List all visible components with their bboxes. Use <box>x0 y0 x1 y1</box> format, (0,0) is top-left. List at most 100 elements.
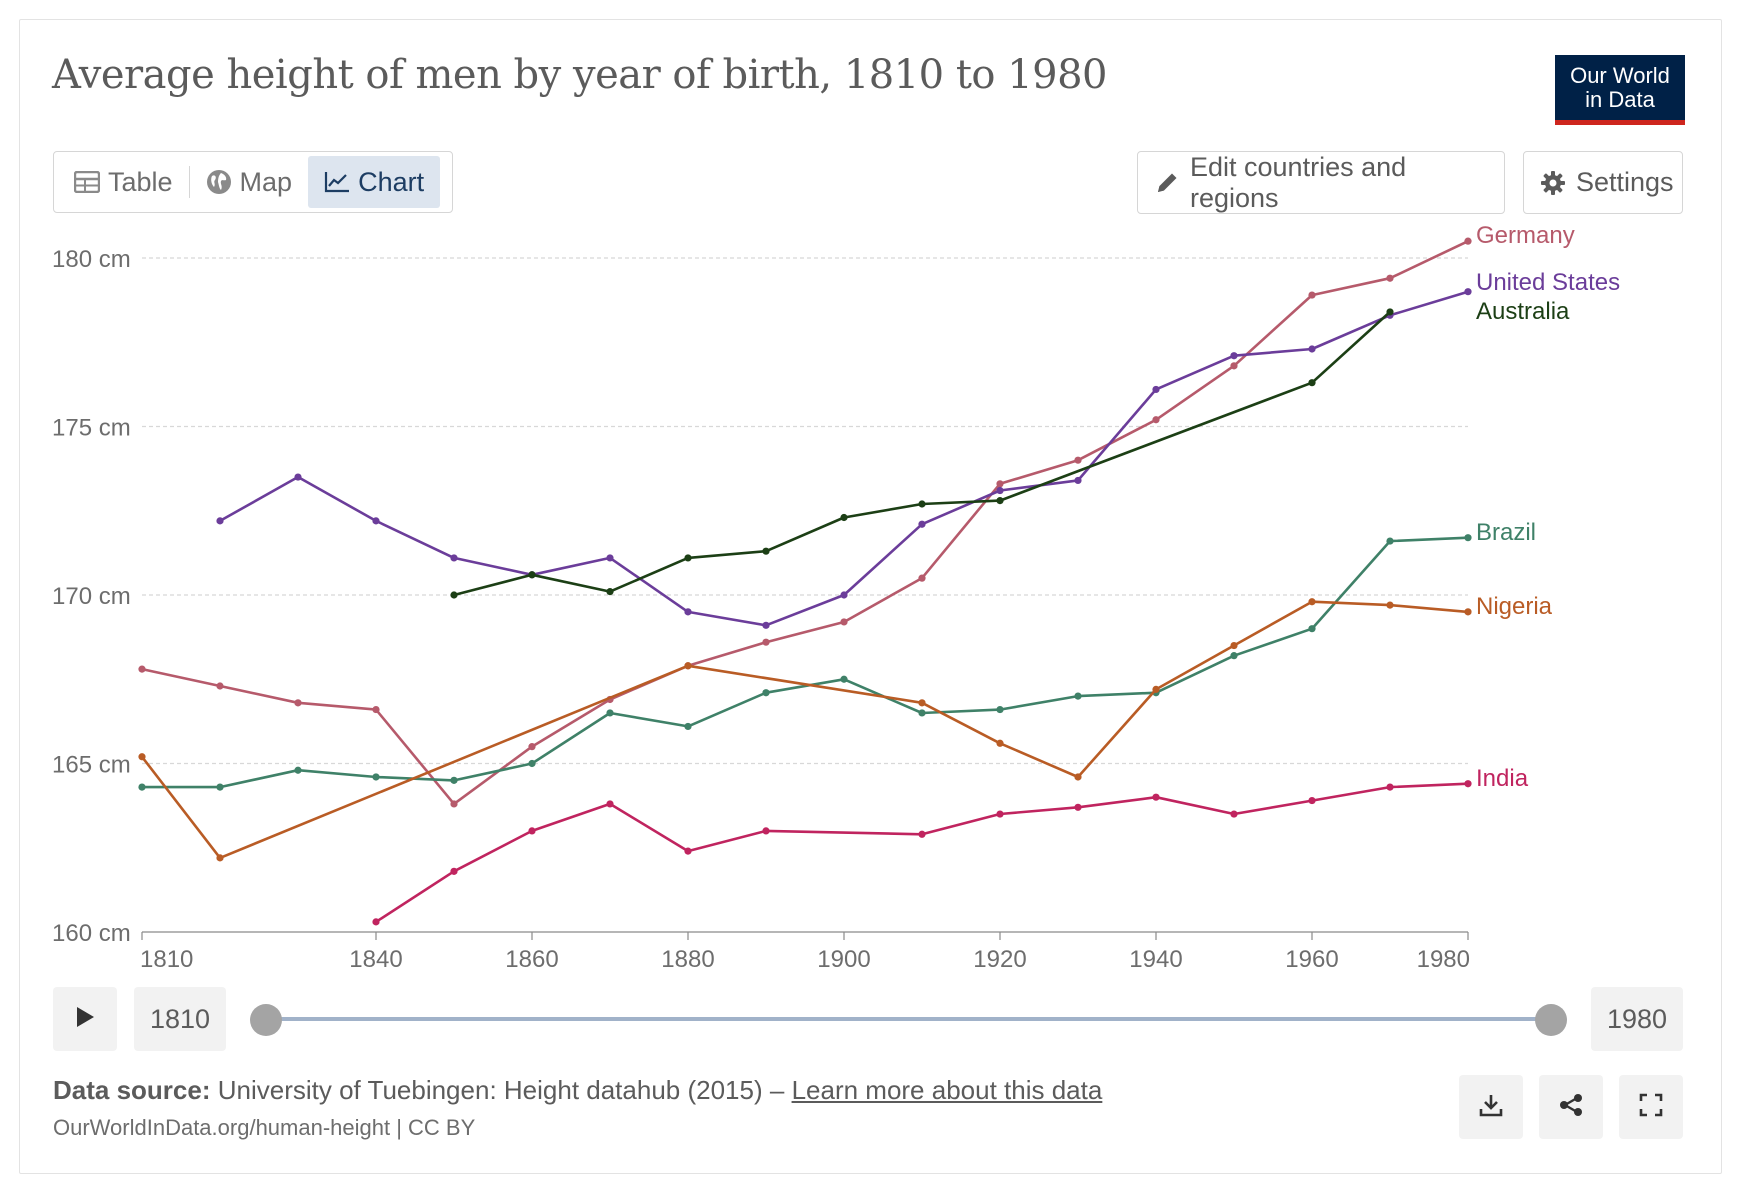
data-point <box>216 854 224 862</box>
series-line <box>453 310 1391 597</box>
data-point <box>918 699 926 707</box>
data-source: Data source: University of Tuebingen: He… <box>53 1075 1102 1106</box>
timeline-end-year[interactable]: 1980 <box>1591 987 1683 1051</box>
logo-line-2: in Data <box>1585 86 1655 112</box>
y-tick-label: 175 cm <box>52 415 131 442</box>
data-point <box>528 743 536 751</box>
source-url[interactable]: OurWorldInData.org/human-height | CC BY <box>53 1115 476 1140</box>
y-tick-label: 170 cm <box>52 583 131 610</box>
series-label: Germany <box>1476 222 1575 249</box>
tab-table-label: Table <box>108 166 173 197</box>
tab-map-label: Map <box>239 166 293 197</box>
data-point <box>1074 476 1082 485</box>
data-point <box>372 517 380 525</box>
table-icon <box>74 171 100 193</box>
tab-chart[interactable]: Chart <box>308 156 441 208</box>
series-label: Brazil <box>1476 519 1536 546</box>
data-point <box>372 773 380 781</box>
play-button[interactable] <box>53 987 117 1051</box>
settings-button[interactable]: Settings <box>1523 151 1683 214</box>
fullscreen-icon <box>1639 1093 1663 1122</box>
data-point <box>996 486 1004 495</box>
edit-countries-button[interactable]: Edit countries and regions <box>1137 151 1505 214</box>
x-tick-label: 1900 <box>817 946 870 970</box>
data-point <box>1230 652 1238 660</box>
x-tick-label: 1940 <box>1129 946 1182 970</box>
data-point <box>450 554 458 562</box>
data-point <box>1230 810 1238 818</box>
data-point <box>294 473 302 481</box>
y-tick-label: 180 cm <box>52 246 131 273</box>
series-line <box>219 290 1469 627</box>
data-point <box>1308 291 1316 299</box>
settings-label: Settings <box>1576 167 1674 197</box>
timeline-track[interactable] <box>266 1017 1550 1021</box>
download-button[interactable] <box>1459 1075 1523 1139</box>
data-point <box>528 759 536 768</box>
data-point <box>762 621 770 629</box>
x-tick-label: 1840 <box>349 946 402 970</box>
data-point <box>372 918 380 926</box>
data-point <box>918 574 926 582</box>
data-point <box>1308 625 1316 633</box>
data-point <box>1152 385 1160 394</box>
data-point <box>840 675 848 683</box>
tab-table[interactable]: Table <box>58 156 189 208</box>
data-point <box>684 847 692 855</box>
data-point <box>1386 274 1394 282</box>
data-point <box>1230 352 1238 360</box>
share-icon <box>1558 1092 1584 1123</box>
tab-map[interactable]: Map <box>190 156 309 208</box>
data-point <box>1230 362 1238 370</box>
y-axis: 160 cm 165 cm 170 cm 175 cm 180 cm <box>52 246 131 947</box>
data-point <box>996 480 1004 488</box>
learn-more-link[interactable]: Learn more about this data <box>791 1075 1103 1105</box>
data-point <box>294 766 302 774</box>
data-point <box>1464 780 1472 788</box>
data-point <box>1308 379 1316 387</box>
data-point <box>606 588 614 596</box>
share-button[interactable] <box>1539 1075 1603 1139</box>
data-point <box>1386 537 1394 545</box>
timeline-start-year[interactable]: 1810 <box>134 987 226 1051</box>
data-source-text: University of Tuebingen: Height datahub … <box>217 1075 785 1105</box>
fullscreen-button[interactable] <box>1619 1075 1683 1139</box>
data-point <box>762 547 770 555</box>
data-point <box>216 783 224 791</box>
gear-icon <box>1540 170 1566 196</box>
data-source-label: Data source: <box>53 1075 211 1105</box>
data-point <box>294 699 302 707</box>
data-point <box>216 682 224 690</box>
data-point <box>528 827 536 835</box>
y-tick-label: 165 cm <box>52 752 131 779</box>
data-point <box>762 827 770 835</box>
series-line <box>375 782 1469 923</box>
data-point <box>1464 608 1472 616</box>
data-point <box>996 739 1004 747</box>
x-tick-label: 1980 <box>1417 946 1470 970</box>
data-point <box>606 554 614 562</box>
tab-chart-label: Chart <box>358 166 425 197</box>
pencil-icon <box>1154 170 1180 196</box>
owid-logo[interactable]: Our World in Data <box>1555 55 1685 125</box>
data-point <box>1152 685 1160 693</box>
data-point <box>684 554 692 562</box>
data-point <box>1074 773 1082 781</box>
data-point <box>1074 456 1082 464</box>
timeline-end-handle[interactable] <box>1535 1004 1567 1036</box>
x-tick-label: 1920 <box>973 946 1026 970</box>
chart-title: Average height of men by year of birth, … <box>52 52 1108 98</box>
tab-divider <box>188 166 190 198</box>
data-point <box>1386 308 1394 316</box>
series-line <box>141 240 1469 806</box>
data-point <box>762 689 770 697</box>
data-point <box>996 705 1004 714</box>
x-tick-label: 1860 <box>505 946 558 970</box>
x-tick-label: 1810 <box>140 946 193 970</box>
data-point <box>1152 793 1160 801</box>
data-point <box>606 800 614 808</box>
chart-grid <box>142 257 1468 765</box>
timeline-start-handle[interactable] <box>250 1004 282 1036</box>
data-point <box>1074 692 1082 700</box>
data-point <box>684 722 692 731</box>
